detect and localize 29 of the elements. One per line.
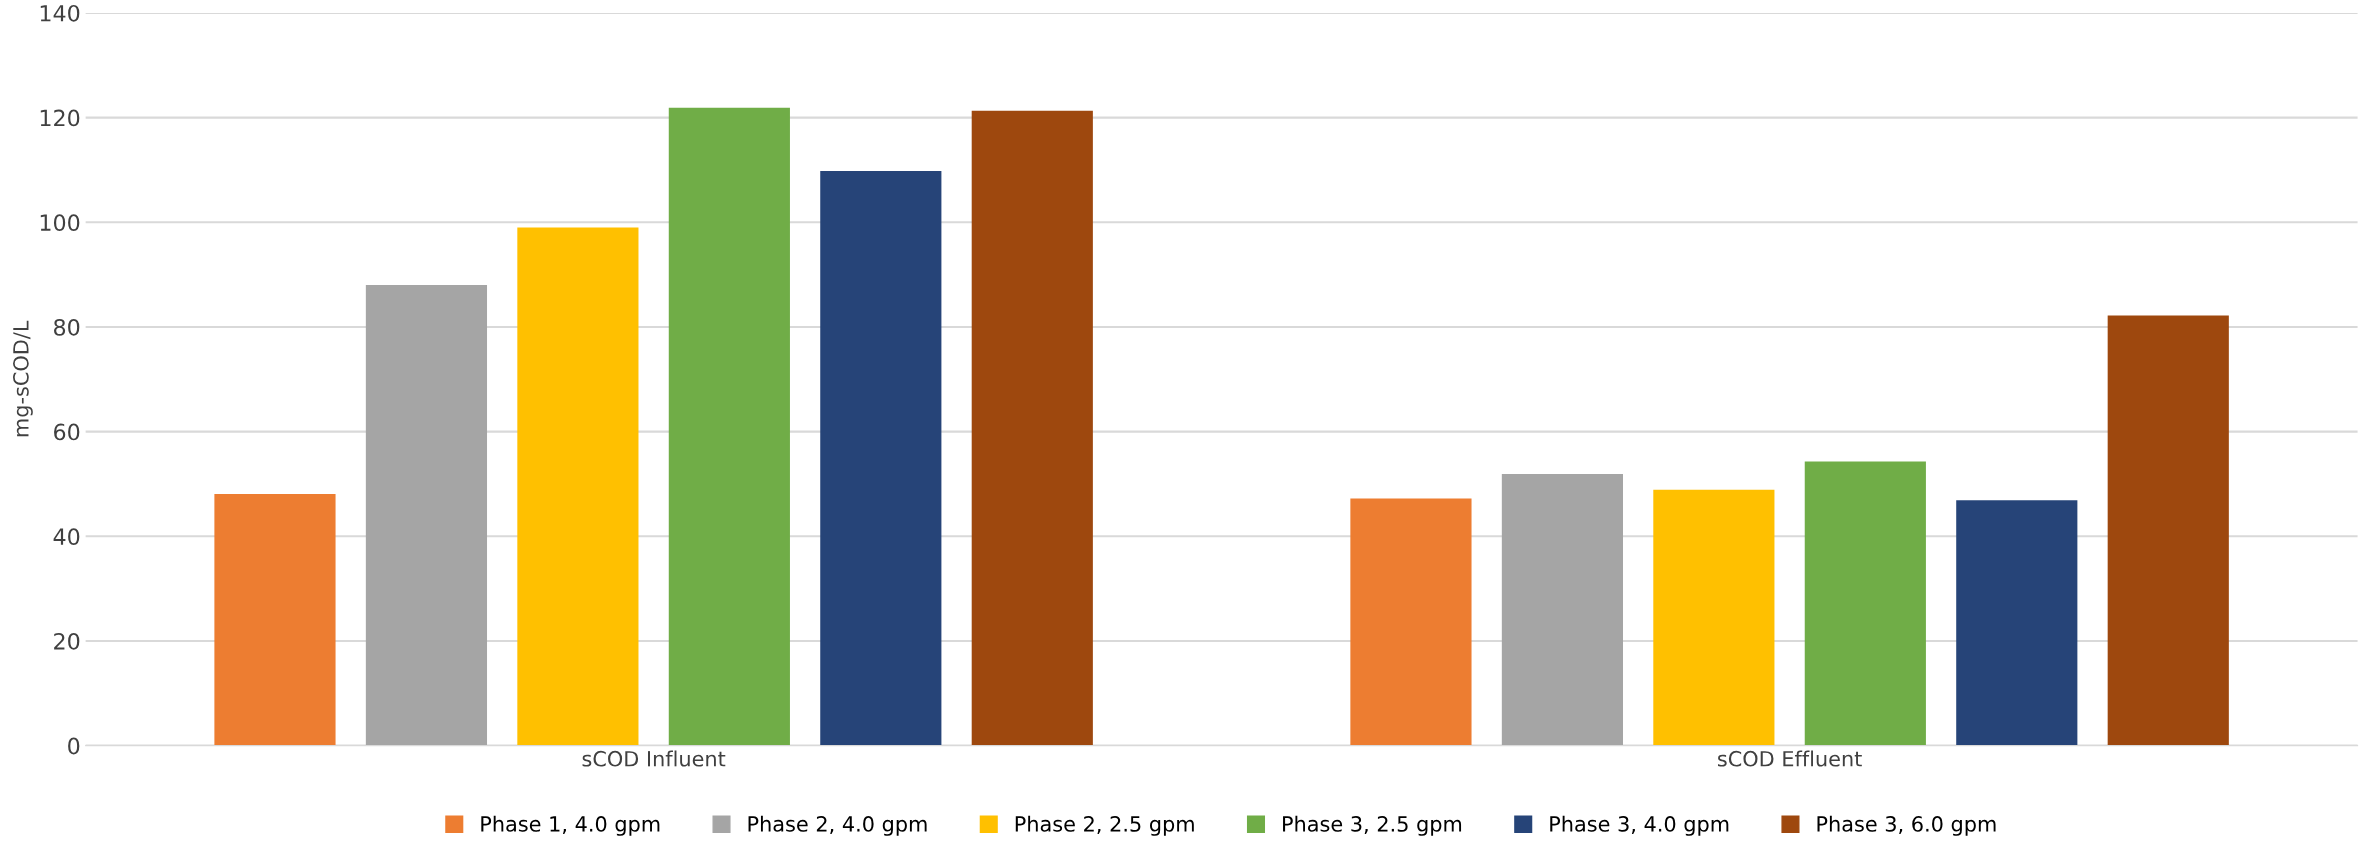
bar (971, 110, 1093, 746)
bar (365, 285, 488, 746)
y-axis-title: mg-sCOD/L (13, 320, 33, 437)
y-tick-label: 60 (54, 423, 80, 441)
y-tick-label: 100 (40, 214, 80, 232)
bar (1501, 474, 1623, 746)
bar (1350, 498, 1472, 746)
y-tick-label: 80 (54, 318, 80, 336)
bar (668, 107, 790, 746)
y-tick-label: 20 (54, 632, 80, 650)
legend-label: Phase 3, 4.0 gpm (1550, 815, 1729, 836)
bar (820, 170, 942, 746)
x-tick-label: sCOD Influent (582, 750, 726, 767)
y-tick-label: 120 (40, 109, 80, 127)
bar (214, 493, 336, 746)
y-tick-label: 40 (53, 528, 80, 546)
bar (1804, 461, 1926, 746)
bar (2107, 315, 2229, 746)
y-tick-label: 0 (68, 737, 80, 755)
bar (1653, 489, 1775, 746)
bar (1956, 500, 2078, 746)
x-tick-label: sCOD Effluent (1717, 750, 1862, 767)
legend-label: Phase 2, 2.5 gpm (1015, 815, 1194, 836)
legend-label: Phase 1, 4.0 gpm (481, 815, 660, 836)
bar (517, 227, 639, 746)
legend-label: Phase 3, 6.0 gpm (1817, 815, 1996, 836)
y-tick-label: 140 (40, 4, 80, 22)
legend-label: Phase 3, 2.5 gpm (1283, 815, 1462, 836)
legend-label: Phase 2, 4.0 gpm (748, 815, 927, 836)
